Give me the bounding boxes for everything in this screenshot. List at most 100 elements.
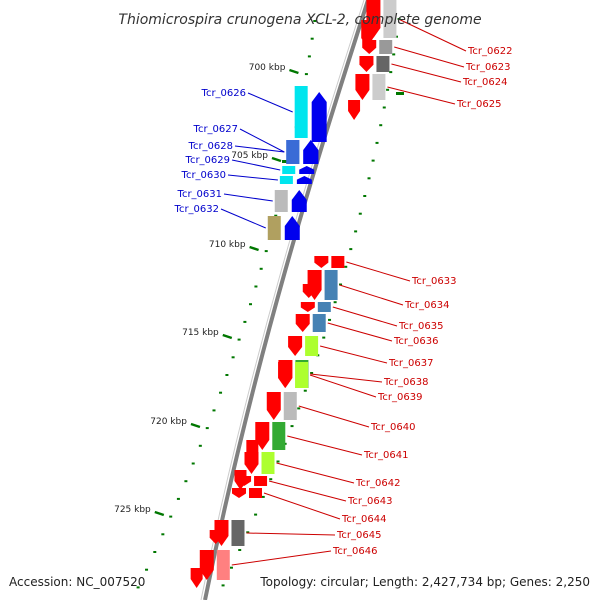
minor-tick	[264, 250, 268, 253]
gene-arrow[interactable]	[291, 190, 307, 212]
leader-line	[310, 373, 383, 383]
minor-tick	[225, 374, 229, 376]
gene-label-minus[interactable]: Tcr_0622	[467, 46, 512, 57]
minor-tick	[243, 320, 247, 323]
minor-tick	[136, 586, 140, 589]
gene-label-plus[interactable]: Tcr_0627	[193, 124, 238, 135]
leader-line	[327, 322, 393, 342]
minor-tick	[310, 37, 314, 40]
gene-color-box[interactable]	[283, 392, 297, 420]
minor-tick	[371, 159, 375, 162]
gene-arrow[interactable]	[234, 470, 247, 490]
gene-color-box[interactable]	[216, 550, 230, 580]
gene-arrow[interactable]	[199, 550, 214, 580]
major-tick	[282, 160, 290, 163]
tick-label: 710 kbp	[209, 240, 246, 250]
minor-tick	[184, 480, 188, 483]
gene-label-plus[interactable]: Tcr_0630	[181, 170, 226, 181]
gene-arrow[interactable]	[231, 488, 246, 498]
gene-label-plus[interactable]: Tcr_0628	[188, 141, 233, 152]
gene-color-box[interactable]	[331, 256, 345, 268]
gene-color-box[interactable]	[248, 488, 262, 498]
gene-arrow[interactable]	[302, 284, 315, 298]
gene-label-plus[interactable]: Tcr_0629	[185, 155, 230, 166]
gene-color-box[interactable]	[295, 362, 309, 388]
gene-color-box[interactable]	[294, 86, 308, 138]
minor-tick	[389, 71, 393, 74]
gene-color-box[interactable]	[312, 314, 326, 332]
gene-color-box[interactable]	[231, 520, 245, 546]
minor-tick	[297, 407, 301, 410]
gene-arrow[interactable]	[296, 176, 312, 184]
gene-label-minus[interactable]: Tcr_0639	[377, 392, 422, 403]
gene-color-box[interactable]	[379, 40, 393, 54]
gene-arrow[interactable]	[284, 216, 300, 240]
gene-arrow[interactable]	[190, 568, 203, 588]
gene-label-minus[interactable]: Tcr_0638	[383, 377, 428, 388]
gene-color-box[interactable]	[305, 336, 319, 356]
gene-arrow[interactable]	[361, 20, 374, 48]
gene-arrow[interactable]	[311, 92, 327, 142]
gene-label-minus[interactable]: Tcr_0633	[411, 276, 456, 287]
minor-tick	[344, 265, 348, 268]
gene-color-box[interactable]	[272, 422, 286, 450]
minor-tick	[254, 513, 258, 516]
minor-tick	[349, 248, 353, 251]
gene-color-box[interactable]	[286, 140, 300, 164]
gene-color-box[interactable]	[254, 476, 268, 486]
gene-arrow[interactable]	[299, 166, 315, 174]
gene-label-minus[interactable]: Tcr_0636	[393, 336, 438, 347]
gene-arrow[interactable]	[255, 422, 270, 450]
gene-arrow[interactable]	[295, 314, 310, 332]
gene-label-minus[interactable]: Tcr_0637	[388, 358, 433, 369]
gene-label-minus[interactable]: Tcr_0640	[370, 422, 415, 433]
gene-color-box[interactable]	[274, 190, 288, 212]
gene-labels[interactable]: Tcr_0626 Tcr_0627 Tcr_0628 Tcr_0629 Tcr_0630…	[174, 18, 513, 566]
gene-label-minus[interactable]: Tcr_0641	[363, 450, 408, 461]
gene-label-minus[interactable]: Tcr_0623	[465, 62, 510, 73]
leader-line	[276, 462, 355, 484]
gene-arrow[interactable]	[288, 336, 303, 356]
minor-tick	[354, 230, 358, 233]
gene-color-box[interactable]	[261, 452, 275, 474]
gene-color-box[interactable]	[267, 216, 281, 240]
gene-arrow[interactable]	[209, 530, 222, 544]
gene-label-minus[interactable]: Tcr_0642	[355, 478, 400, 489]
genome-backbone-highlight	[200, 0, 365, 600]
gene-color-box[interactable]	[376, 56, 390, 72]
tick-label: 705 kbp	[231, 151, 268, 161]
gene-label-plus[interactable]: Tcr_0626	[201, 88, 246, 99]
gene-arrow[interactable]	[300, 302, 315, 312]
gene-color-box[interactable]	[282, 166, 296, 174]
gene-color-box[interactable]	[324, 270, 338, 300]
gene-label-minus[interactable]: Tcr_0646	[332, 546, 377, 557]
gene-arrow[interactable]	[246, 440, 259, 462]
gene-arrow[interactable]	[359, 56, 374, 72]
gene-label-plus[interactable]: Tcr_0632	[174, 204, 219, 215]
gene-color-box[interactable]	[279, 176, 293, 184]
gene-arrow[interactable]	[266, 392, 281, 420]
leader-line	[227, 174, 278, 181]
gene-arrow[interactable]	[303, 140, 319, 164]
gene-label-plus[interactable]: Tcr_0631	[177, 189, 222, 200]
minor-tick	[269, 478, 273, 481]
gene-color-box[interactable]	[317, 302, 331, 312]
gene-label-minus[interactable]: Tcr_0624	[462, 77, 507, 88]
gene-label-minus[interactable]: Tcr_0634	[404, 300, 449, 311]
gene-color-box[interactable]	[383, 0, 397, 38]
gene-features[interactable]	[190, 0, 397, 588]
gene-label-minus[interactable]: Tcr_0625	[456, 99, 501, 110]
gene-label-minus[interactable]: Tcr_0643	[347, 496, 392, 507]
gene-color-box[interactable]	[372, 74, 386, 100]
gene-label-minus[interactable]: Tcr_0635	[398, 321, 443, 332]
gene-arrow[interactable]	[278, 362, 293, 388]
gene-label-minus[interactable]: Tcr_0644	[341, 514, 386, 525]
gene-arrow[interactable]	[348, 100, 361, 120]
major-tick	[190, 422, 201, 429]
gene-label-minus[interactable]: Tcr_0645	[336, 530, 381, 541]
gene-arrow[interactable]	[355, 74, 370, 100]
minor-tick	[313, 20, 317, 22]
minor-tick	[367, 177, 371, 180]
gene-arrow[interactable]	[314, 256, 329, 268]
